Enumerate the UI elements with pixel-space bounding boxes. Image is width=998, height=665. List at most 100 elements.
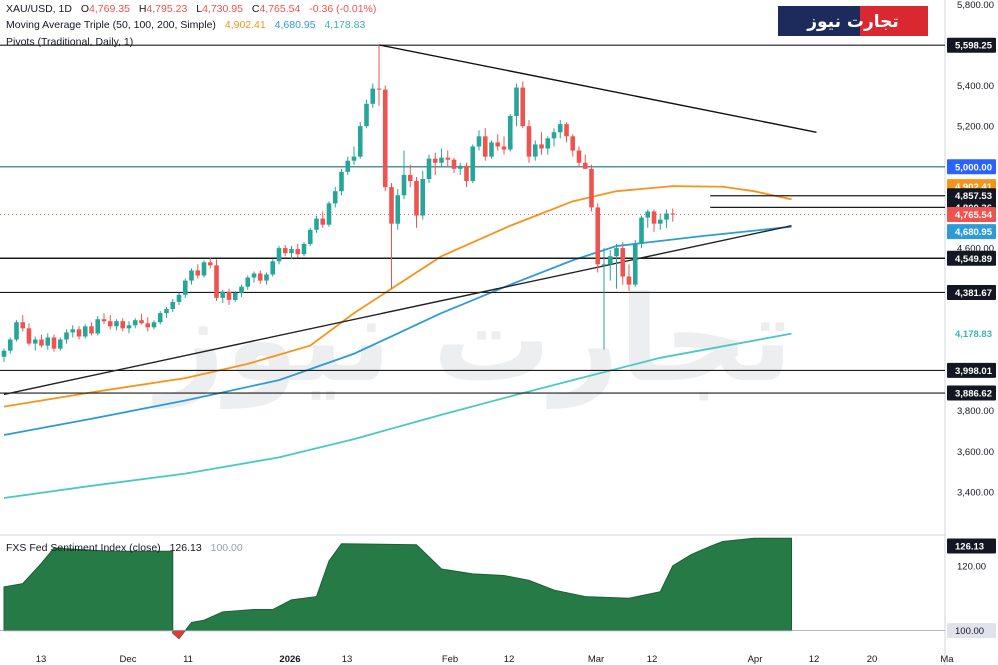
candle-body	[282, 248, 288, 254]
open-value: 4,769.35	[89, 3, 130, 15]
candle-body	[239, 286, 244, 293]
candle-body	[332, 191, 338, 204]
price-label-box	[947, 385, 996, 401]
candle-body	[632, 244, 638, 285]
candle-body	[32, 339, 38, 344]
candle-body	[620, 248, 626, 277]
candle-body	[214, 265, 219, 298]
pivots-legend: Pivots (Traditional, Daily, 1)	[6, 36, 133, 48]
candle-body	[245, 277, 251, 287]
candle-body	[445, 157, 451, 160]
pivots-legend-title[interactable]: Pivots (Traditional, Daily, 1)	[6, 36, 134, 48]
candle-body	[664, 213, 669, 220]
price-label-box	[947, 224, 996, 240]
candle-body	[645, 211, 651, 218]
time-tick-label: 2026	[279, 654, 300, 665]
close-value: 4,765.54	[259, 3, 301, 15]
high-label: H	[138, 3, 147, 15]
candle-body	[114, 321, 119, 327]
time-tick-label: Dec	[120, 654, 137, 665]
price-tick-label: 5,800.00	[957, 0, 994, 11]
indicator-last-label: 126.13	[955, 541, 984, 552]
time-tick-label: 12	[647, 654, 658, 665]
candle-body	[407, 174, 413, 182]
low-label: L	[196, 3, 203, 15]
candle-body	[64, 332, 69, 340]
time-tick-label: 12	[504, 654, 515, 665]
site-logo: تجارت نیوز	[778, 6, 928, 36]
candle-body	[639, 217, 644, 245]
candle-body	[295, 249, 301, 255]
price-label-box	[947, 188, 996, 204]
candle-body	[457, 165, 463, 169]
candle-body	[470, 146, 476, 182]
price-label-text: 4,857.53	[955, 191, 992, 202]
indicator-ref-value: 100.00	[210, 542, 243, 554]
price-label-box	[947, 37, 996, 53]
indicator-ref-box	[947, 623, 996, 639]
symbol-name[interactable]: XAU/USD, 1D	[6, 3, 72, 15]
candle-body	[276, 248, 282, 262]
candle-body	[339, 171, 344, 192]
candle-body	[232, 292, 238, 300]
candle-body	[370, 88, 376, 104]
ma-legend-title[interactable]: Moving Average Triple (50, 100, 200, Sim…	[6, 19, 216, 31]
ma-legend: Moving Average Triple (50, 100, 200, Sim…	[6, 19, 365, 31]
moving-averages-layer	[3, 185, 792, 499]
indicator-title[interactable]: FXS Fed Sentiment Index (close)	[6, 542, 161, 554]
price-tick-label: 3,800.00	[957, 406, 994, 417]
price-label-text: 5,000.00	[955, 162, 992, 173]
price-label-text: 4,765.54	[955, 210, 993, 221]
candle-body	[651, 211, 657, 224]
candle-body	[226, 291, 232, 300]
candle-body	[489, 142, 494, 157]
candle-body	[14, 322, 19, 340]
price-tick-label: 5,200.00	[957, 122, 994, 133]
candle-body	[251, 273, 257, 278]
low-value: 4,730.95	[202, 3, 243, 15]
candle-body	[107, 321, 113, 327]
ma50-line	[3, 185, 792, 408]
candle-body	[170, 301, 176, 310]
price-label-text: 4,381.67	[955, 288, 992, 299]
time-tick-label: 12	[809, 654, 820, 665]
candle-body	[176, 294, 182, 302]
price-label-text: 3,886.62	[955, 389, 992, 400]
price-axis[interactable]: 5,800.005,600.005,400.005,200.005,000.00…	[947, 0, 996, 639]
candle-body	[220, 291, 226, 298]
candle-body	[539, 144, 544, 149]
candle-body	[495, 142, 501, 147]
candle-body	[514, 87, 519, 116]
candle-body	[476, 136, 482, 147]
price-label-box	[947, 159, 996, 175]
candle-body	[45, 337, 51, 346]
time-tick-label: Feb	[442, 654, 458, 665]
candle-body	[270, 261, 276, 275]
trendline	[3, 225, 792, 396]
candle-body	[557, 124, 563, 133]
time-tick-label: 11	[183, 654, 193, 665]
candle-body	[345, 160, 351, 172]
time-tick-label: 13	[36, 654, 47, 665]
price-tick-label: 3,400.00	[957, 487, 994, 498]
candle-body	[376, 88, 382, 90]
candle-body	[26, 328, 32, 344]
candle-body	[382, 89, 388, 188]
indicator-tick-label: 120.00	[957, 561, 986, 572]
candle-body	[57, 339, 63, 349]
candle-body	[76, 329, 82, 337]
price-label-box	[947, 362, 996, 378]
candle-body	[157, 313, 163, 323]
candle-body	[301, 244, 307, 255]
time-axis[interactable]: 13 Dec 11 2026 13 Feb 12 Mar 12 Apr 12 20 Ma	[36, 654, 955, 665]
logo-text: تجارت نیوز	[806, 12, 899, 32]
candle-body	[582, 162, 588, 169]
candle-body	[95, 319, 101, 334]
time-tick-label: 13	[342, 654, 353, 665]
candle-body	[320, 218, 326, 225]
candle-body	[82, 326, 88, 337]
price-label-box	[947, 250, 996, 266]
indicator-tick-label: 100.00	[955, 626, 984, 637]
candle-body	[145, 323, 151, 328]
candle-body	[426, 158, 432, 179]
